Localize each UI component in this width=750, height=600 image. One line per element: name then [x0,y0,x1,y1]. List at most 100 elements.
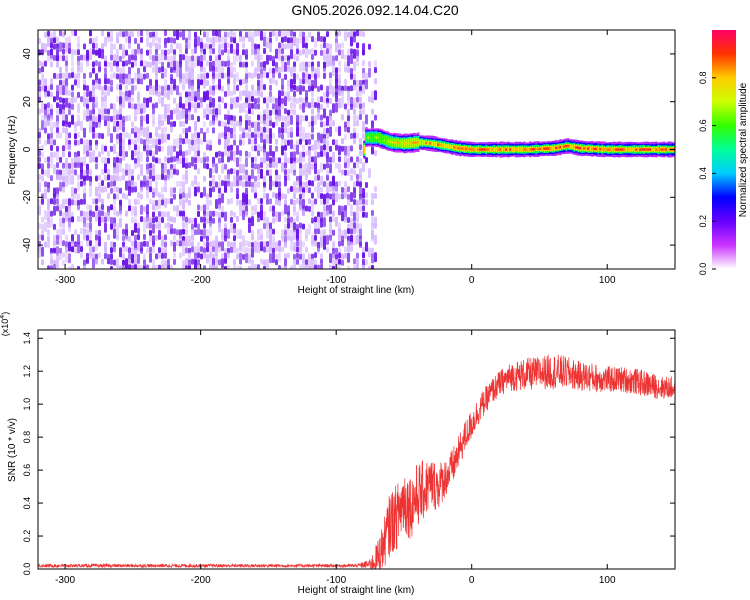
ridge-core [383,138,386,141]
spectrogram-cell [347,199,350,206]
spectrogram-cell [344,85,347,92]
spectrogram-cell [119,199,122,206]
spectrogram-cell [104,36,107,47]
spectrogram-cell [239,103,242,114]
spectrogram-cell [353,162,356,169]
spectrogram-cell [56,84,59,91]
spectrogram-cell [317,85,320,92]
spectrogram-cell [101,96,104,103]
spectrogram-cell [353,73,356,80]
spectrogram-cell [272,162,275,169]
spectrogram-cell [353,264,356,269]
spectrogram-cell [179,193,182,200]
spectrogram-cell [200,102,203,109]
spectrogram-cell [38,156,41,163]
spectrogram-cell [302,61,305,72]
spectrogram-cell [155,223,158,230]
spectrogram-cell [200,229,203,236]
spectrogram-cell [188,265,191,269]
spectrogram-cell [62,228,65,235]
spectrogram-cell [170,43,173,54]
spectrogram-cell [284,223,287,230]
spectrogram-cell [164,264,167,269]
spectrogram-cell [251,60,254,67]
spectrogram-cell [233,259,236,266]
spectrogram-cell [233,139,236,146]
spectrogram-cell [305,150,308,157]
spectrogram-cell [236,180,239,187]
spectrogram-cell [47,205,50,211]
spectrogram-cell [320,121,323,128]
ridge-core [427,142,430,145]
spectrogram-cell [362,192,365,199]
spectrogram-cell [59,108,62,115]
spectrogram-cell [338,98,341,104]
spectrogram-cell [248,72,251,79]
spectrogram-cell [326,182,329,188]
spectrogram-cell [119,265,122,269]
spectrogram-cell [251,181,254,188]
spectrogram-cell [101,102,104,109]
spectrogram-cell [251,132,254,138]
spectrogram-cell [89,210,92,217]
spectrogram-cell [50,162,53,169]
spectrogram-cell [56,61,59,68]
spectrogram-cell [320,186,323,193]
spectrogram-cell [122,102,125,109]
spectrogram-cell [221,151,224,158]
spectrogram-cell [47,162,50,169]
spectrogram-cell [317,222,320,228]
spectrogram-cell [263,217,266,224]
spectrogram-cell [146,156,149,163]
spectrogram-cell [224,38,227,44]
spectrogram-cell [239,241,242,252]
spectrogram-cell [239,205,242,212]
spectrogram-cell [326,97,329,104]
spectrogram-cell [101,144,104,155]
spectrogram-cell [95,205,98,212]
spectrogram-cell [299,253,302,260]
spectrogram-cell [344,252,347,259]
spectrogram-cell [365,114,368,125]
ridge-core [413,141,416,144]
spectrogram-cell [368,43,371,50]
spectrogram-cell [302,31,305,38]
spectrogram-cell [221,234,224,241]
spectrogram-cell [323,240,326,250]
spectrogram-cell [62,85,65,96]
spectrogram-cell [242,235,245,242]
spectrogram-cell [50,175,53,182]
spectrogram-cell [140,54,143,61]
spectrogram-cell [167,150,170,157]
spectrogram-cell [230,90,233,97]
spectrogram-cell [113,72,116,79]
spectrogram-cell [101,133,104,140]
spectrogram-cell [218,109,221,116]
spectrogram-cell [233,37,236,44]
spectrogram-cell [251,96,254,102]
spectrogram-cell [245,240,248,247]
spectrogram-cell [323,199,326,205]
spectrogram-cell [164,115,167,122]
spectrogram-cell [92,132,95,139]
spectrogram-cell [155,102,158,109]
spectrogram-cell [347,157,350,164]
spectrogram-cell [47,241,50,248]
spectrogram-cell [374,192,377,199]
spectrogram-cell [242,127,245,134]
spectrogram-cell [239,229,242,240]
spectrogram-cell [182,222,185,228]
spectrogram-cell [293,222,296,233]
spectrogram-cell [242,78,245,85]
spectrogram-cell [173,97,176,104]
spectrogram-cell [239,121,242,132]
spectrogram-cell [341,42,344,49]
spectrogram-cell [287,252,290,259]
spectrogram-cell [218,150,221,157]
spectrogram-cell [137,192,140,199]
spectrogram-cell [272,30,275,37]
spectrogram-cell [74,151,77,158]
spectrogram-cell [110,175,113,181]
spectrogram-cell [164,234,167,241]
spectrogram-cell [320,175,323,186]
